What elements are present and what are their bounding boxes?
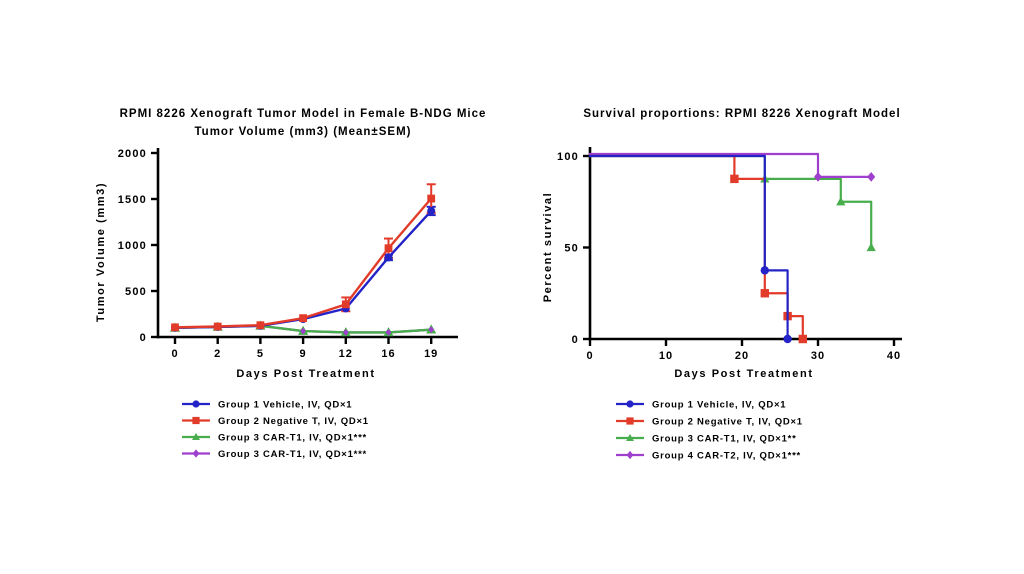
- x-axis-title: Days Post Treatment: [236, 368, 375, 380]
- series-markers-0: [171, 206, 436, 332]
- survival-series-1: [588, 154, 807, 344]
- axes: 0 500 1000 1500 2000 0 2 5 9 12 16 19: [118, 148, 458, 360]
- y-tick-label: 500: [125, 286, 147, 298]
- y-tick-label: 100: [557, 151, 579, 163]
- diamond-marker: [342, 328, 349, 336]
- survival-step-line: [588, 152, 873, 178]
- x-tick-label: 10: [659, 350, 673, 362]
- series-line: [173, 209, 433, 330]
- y-axis-title: Tumor Volume (mm3): [95, 182, 107, 322]
- series-line-group-0: [173, 205, 436, 330]
- legend-item: Group 3 CAR-T1, IV, QD×1***: [182, 449, 367, 460]
- y-tick-label: 0: [572, 334, 579, 346]
- x-tick-label: 30: [811, 350, 825, 362]
- legend-triangle-icon: [626, 433, 634, 442]
- legend-item: Group 3 CAR-T1, IV, QD×1**: [616, 433, 797, 445]
- y-tick-label: 1500: [118, 194, 147, 206]
- legend-diamond-icon: [626, 450, 634, 460]
- square-marker: [299, 314, 307, 323]
- legend-circle-icon: [626, 400, 634, 408]
- diamond-marker: [300, 327, 306, 335]
- circle-marker: [384, 253, 393, 262]
- diamond-marker: [385, 328, 392, 336]
- y-tick-label: 0: [140, 332, 147, 344]
- square-marker: [730, 174, 739, 184]
- legend-square-icon: [626, 417, 634, 425]
- legend-label: Group 3 CAR-T1, IV, QD×1***: [218, 433, 367, 444]
- x-tick-label: 2: [214, 348, 221, 360]
- series-markers-1: [171, 194, 436, 332]
- legend-label: Group 3 CAR-T1, IV, QD×1**: [652, 434, 797, 445]
- legend-item: Group 2 Negative T, IV, QD×1: [616, 417, 803, 428]
- square-marker: [213, 322, 222, 331]
- y-tick-label: 50: [564, 243, 579, 255]
- series-line-group-1: [173, 183, 436, 329]
- square-marker: [384, 244, 393, 253]
- series-markers-3: [172, 322, 435, 336]
- legend-label: Group 4 CAR-T2, IV, QD×1***: [652, 451, 801, 462]
- y-tick-label: 1000: [118, 240, 147, 252]
- chart-title-line2: Tumor Volume (mm3) (Mean±SEM): [195, 126, 412, 138]
- circle-marker: [760, 266, 769, 275]
- square-marker: [256, 321, 265, 330]
- square-marker: [760, 289, 769, 298]
- legend-label: Group 2 Negative T, IV, QD×1: [218, 416, 369, 427]
- legend-triangle-icon: [192, 432, 200, 441]
- circle-marker: [783, 334, 792, 344]
- triangle-marker: [836, 196, 846, 206]
- legend-diamond-icon: [192, 449, 200, 458]
- x-tick-label: 9: [300, 348, 307, 360]
- x-axis-title: Days Post Treatment: [674, 368, 813, 380]
- survival-step-line: [588, 154, 804, 341]
- x-tick-label: 5: [257, 348, 264, 360]
- x-tick-label: 12: [339, 348, 353, 360]
- chart-title: Survival proportions: RPMI 8226 Xenograf…: [583, 108, 900, 120]
- legend-label: Group 2 Negative T, IV, QD×1: [652, 417, 803, 428]
- survival-step-line: [588, 154, 873, 249]
- x-tick-label: 20: [735, 350, 749, 362]
- square-marker: [341, 300, 350, 309]
- legend: Group 1 Vehicle, IV, QD×1 Group 2 Negativ…: [616, 400, 803, 462]
- series-line: [173, 196, 433, 329]
- legend-item: Group 2 Negative T, IV, QD×1: [182, 416, 369, 427]
- legend-label: Group 3 CAR-T1, IV, QD×1***: [218, 449, 367, 460]
- diamond-marker: [814, 172, 822, 182]
- axes: 0 50 100 0 10 20 30 40: [557, 147, 902, 362]
- tumor-volume-chart: RPMI 8226 Xenograft Tumor Model in Femal…: [95, 108, 487, 460]
- survival-series-0: [588, 154, 792, 344]
- legend-label: Group 1 Vehicle, IV, QD×1: [218, 400, 352, 411]
- y-axis-title: Percent survival: [542, 192, 554, 303]
- x-tick-label: 16: [381, 348, 395, 360]
- legend-item: Group 1 Vehicle, IV, QD×1: [182, 400, 352, 411]
- x-tick-label: 0: [586, 350, 593, 362]
- legend-label: Group 1 Vehicle, IV, QD×1: [652, 400, 786, 411]
- legend-circle-icon: [192, 400, 200, 408]
- survival-series-2: [588, 154, 876, 252]
- triangle-marker: [866, 242, 876, 252]
- y-tick-label: 2000: [118, 148, 147, 160]
- survival-series-3: [588, 152, 876, 182]
- survival-step-line: [588, 154, 789, 341]
- legend-square-icon: [192, 416, 200, 425]
- chart-title-line1: RPMI 8226 Xenograft Tumor Model in Femal…: [120, 108, 487, 120]
- survival-chart: Survival proportions: RPMI 8226 Xenograf…: [542, 108, 902, 462]
- x-tick-label: 0: [171, 348, 178, 360]
- square-marker: [171, 323, 179, 332]
- x-tick-label: 40: [887, 350, 901, 362]
- x-tick-label: 19: [424, 348, 438, 360]
- diamond-marker: [428, 326, 435, 334]
- square-marker: [798, 334, 807, 344]
- square-marker: [427, 194, 436, 203]
- legend-item: Group 1 Vehicle, IV, QD×1: [616, 400, 786, 411]
- legend-item: Group 3 CAR-T1, IV, QD×1***: [182, 432, 367, 444]
- diamond-marker: [867, 172, 876, 182]
- legend: Group 1 Vehicle, IV, QD×1 Group 2 Negativ…: [182, 400, 369, 460]
- legend-item: Group 4 CAR-T2, IV, QD×1***: [616, 450, 801, 462]
- circle-marker: [427, 206, 436, 215]
